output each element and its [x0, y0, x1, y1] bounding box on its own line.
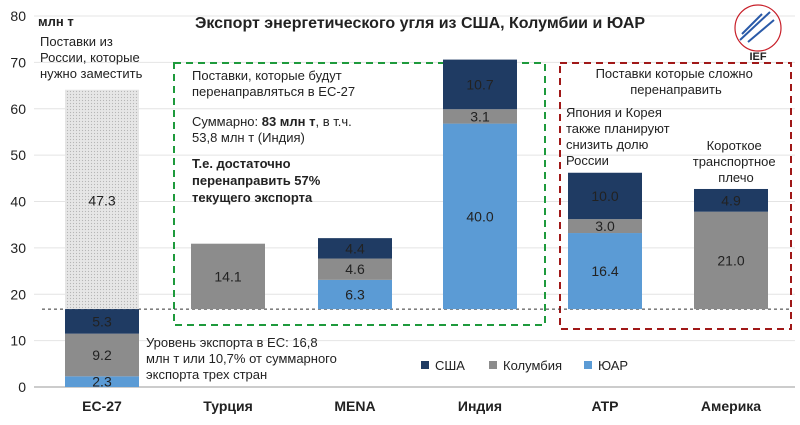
bar-value-label: 4.6: [345, 261, 365, 277]
bar-value-label: 6.3: [345, 286, 365, 302]
bar-value-label: 3.1: [470, 108, 490, 124]
bar-value-label: 4.4: [345, 240, 365, 256]
bar-segment: [694, 188, 768, 212]
bar-value-label: 4.9: [721, 192, 741, 208]
bar-value-labels: 2.3 9.2 5.3 14.1 6.3 4.6 4.4 40.0 3.1 10.7 16.4 3.0…: [92, 76, 745, 389]
redirect-conclusion: Т.е. достаточно перенаправить 57% текуще…: [192, 156, 324, 205]
bar-segment: [65, 309, 139, 334]
legend-label: Колумбия: [503, 358, 562, 373]
y-tick-label: 50: [10, 147, 26, 163]
legend: США Колумбия ЮАР: [421, 358, 628, 373]
x-tick-label: ЕС-27: [82, 398, 122, 414]
bar-value-label: 2.3: [92, 374, 112, 390]
bar-segment: [443, 109, 517, 124]
atp-note: Япония и Корея также планируют снизить д…: [566, 105, 673, 168]
redirect-total-note: Суммарно: 83 млн т, в т.ч. 53,8 млн т (И…: [192, 114, 355, 145]
legend-label: ЮАР: [598, 358, 628, 373]
bar-value-label: 21.0: [717, 252, 744, 268]
bar-value-label: 5.3: [92, 313, 112, 329]
x-tick-label: Индия: [458, 398, 502, 414]
bar-value-label: 3.0: [595, 218, 615, 234]
logo-text: IEF: [749, 51, 766, 63]
bar-segment: [318, 258, 392, 280]
ief-logo: IEF: [734, 4, 782, 63]
bar-segment: [568, 172, 642, 220]
america-note: Короткое транспортное плечо: [693, 138, 780, 185]
x-tick-label: ATP: [592, 398, 619, 414]
y-tick-label: 60: [10, 101, 26, 117]
legend-swatch: [584, 361, 592, 369]
y-tick-label: 20: [10, 286, 26, 302]
bar-segment: [318, 238, 392, 259]
bar-segment: [318, 279, 392, 310]
bar-value-label: 14.1: [214, 268, 241, 284]
y-axis-ticks: 0 10 20 30 40 50 60 70 80: [10, 8, 26, 395]
bar-value-label: 16.4: [591, 263, 618, 279]
russia-supply-group: 47.3: [65, 89, 139, 310]
logo-ring-icon: [734, 4, 782, 52]
bar-value-label: 9.2: [92, 347, 112, 363]
hard-redirect-box: [559, 62, 792, 330]
chart-title: Экспорт энергетического угля из США, Кол…: [195, 15, 645, 32]
y-tick-label: 40: [10, 194, 26, 210]
y-tick-label: 80: [10, 8, 26, 24]
y-axis-label: млн т: [38, 14, 74, 29]
bar-value-label: 10.7: [466, 76, 493, 92]
legend-swatch: [489, 361, 497, 369]
x-axis-labels: ЕС-27 Турция MENA Индия ATP Америка: [82, 398, 761, 414]
bar-segment: [191, 243, 265, 310]
redirect-box: [173, 62, 546, 326]
legend-label: США: [435, 358, 465, 373]
bar-segment: [65, 333, 139, 377]
bar-segment: [443, 59, 517, 110]
hard-redirect-title: Поставки которые сложно перенаправить: [596, 66, 757, 97]
y-tick-label: 30: [10, 240, 26, 256]
x-tick-label: Турция: [203, 398, 253, 414]
russia-supply-value: 47.3: [88, 192, 115, 208]
bar-value-label: 40.0: [466, 208, 493, 224]
bar-segment: [694, 211, 768, 310]
russia-supply-bar: [65, 89, 139, 310]
gridlines: [34, 15, 795, 388]
russia-supply-note: Поставки из России, которые нужно замест…: [40, 34, 143, 81]
bar-segment: [568, 233, 642, 310]
legend-swatch: [421, 361, 429, 369]
y-tick-label: 10: [10, 333, 26, 349]
x-tick-label: Америка: [701, 398, 761, 414]
bar-value-label: 10.0: [591, 188, 618, 204]
redirect-box-title: Поставки, которые будут перенаправляться…: [192, 68, 355, 99]
y-tick-label: 0: [18, 379, 26, 395]
x-tick-label: MENA: [334, 398, 375, 414]
bar-segment: [65, 376, 139, 387]
bars: [65, 59, 768, 387]
bar-segment: [443, 123, 517, 310]
logo-lines-icon: [739, 11, 775, 43]
y-tick-label: 70: [10, 54, 26, 70]
eu-level-note: Уровень экспорта в ЕС: 16,8 млн т или 10…: [146, 335, 341, 382]
bar-segment: [568, 219, 642, 234]
